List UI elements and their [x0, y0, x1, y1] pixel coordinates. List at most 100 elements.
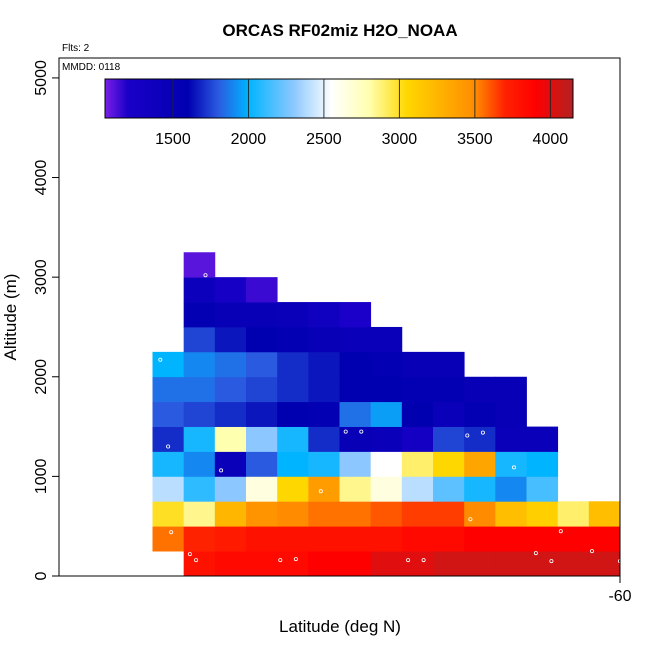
heatmap-cell: [152, 401, 185, 427]
sample-point: [203, 273, 208, 278]
heatmap-cell: [308, 376, 340, 403]
heatmap-cell: [152, 351, 185, 378]
heatmap-cell: [183, 351, 216, 378]
sample-point: [468, 517, 473, 522]
heatmap-cell: [183, 526, 216, 552]
heatmap-cell: [277, 401, 309, 427]
heatmap-cells: [152, 252, 621, 577]
heatmap-cell: [339, 326, 372, 353]
heatmap-cell: [495, 401, 527, 427]
heatmap-cell: [308, 401, 340, 427]
heatmap-cell: [370, 501, 403, 527]
sample-point: [166, 444, 171, 449]
heatmap-cell: [214, 501, 247, 527]
heatmap-cell: [370, 376, 403, 403]
sample-point: [421, 558, 426, 563]
heatmap-cell: [152, 476, 185, 502]
y-axis-label: Altitude (m): [1, 274, 20, 361]
heatmap-cell: [557, 501, 590, 527]
sample-point: [318, 489, 323, 494]
heatmap-cell: [433, 551, 465, 577]
heatmap-cell: [277, 501, 309, 527]
colorbar-bar: [104, 78, 574, 119]
sample-point: [512, 465, 517, 470]
heatmap-cell: [152, 426, 185, 452]
heatmap-cell: [433, 451, 465, 477]
heatmap-cell: [495, 551, 527, 577]
heatmap-cell: [526, 476, 559, 502]
heatmap-cell: [401, 401, 434, 427]
heatmap-cell: [214, 351, 247, 378]
heatmap-cell: [183, 302, 216, 328]
heatmap-cell: [401, 376, 434, 403]
heatmap-cell: [277, 476, 309, 502]
y-tick-label: 4000: [33, 160, 50, 196]
heatmap-cell: [308, 326, 340, 353]
heatmap-cell: [401, 426, 434, 452]
y-tick-label: 0: [33, 571, 50, 580]
heatmap-cell: [183, 501, 216, 527]
heatmap-cell: [308, 426, 340, 452]
heatmap-cell: [464, 401, 496, 427]
heatmap-cell: [339, 376, 372, 403]
heatmap-cell: [277, 351, 309, 378]
heatmap-cell: [588, 501, 621, 527]
heatmap-cell: [183, 277, 216, 303]
heatmap-cell: [370, 426, 403, 452]
heatmap-cell: [588, 526, 621, 552]
heatmap-cell: [246, 476, 278, 502]
heatmap-cell: [183, 252, 216, 278]
heatmap-cell: [183, 376, 216, 403]
heatmap-cell: [433, 351, 465, 378]
heatmap-cell: [339, 551, 372, 577]
y-tick-label: 3000: [33, 259, 50, 295]
heatmap-cell: [370, 451, 403, 477]
heatmap-cell: [526, 426, 559, 452]
heatmap-cell: [495, 501, 527, 527]
heatmap-cell: [152, 526, 185, 552]
colorbar-tick-label: 4000: [533, 131, 569, 148]
heatmap-cell: [214, 302, 247, 328]
date-note: MMDD: 0118: [62, 62, 121, 73]
heatmap-cell: [401, 501, 434, 527]
heatmap-cell: [495, 476, 527, 502]
colorbar-tick-label: 3500: [457, 131, 493, 148]
heatmap-cell: [339, 351, 372, 378]
heatmap-cell: [495, 451, 527, 477]
y-axis: 0 1000 2000 3000 4000 5000: [33, 60, 60, 580]
heatmap-cell: [495, 526, 527, 552]
heatmap-cell: [277, 426, 309, 452]
x-axis: -60: [608, 576, 632, 605]
heatmap-cell: [526, 551, 559, 577]
heatmap-cell: [246, 376, 278, 403]
heatmap-cell: [464, 426, 496, 452]
heatmap-cell: [339, 526, 372, 552]
heatmap-cell: [370, 551, 403, 577]
heatmap-cell: [495, 376, 527, 403]
flights-note: Flts: 2: [62, 43, 90, 54]
heatmap-cell: [308, 526, 340, 552]
heatmap-cell: [464, 476, 496, 502]
heatmap-cell: [339, 302, 372, 328]
chart-title: ORCAS RF02miz H2O_NOAA: [222, 21, 457, 40]
heatmap-cell: [339, 451, 372, 477]
sample-point: [406, 558, 411, 563]
colorbar-tick-label: 1500: [155, 131, 191, 148]
heatmap-cell: [464, 376, 496, 403]
heatmap-cell: [526, 526, 559, 552]
sample-point: [158, 357, 163, 362]
heatmap-cell: [308, 551, 340, 577]
heatmap-cell: [557, 526, 590, 552]
heatmap-cell: [277, 326, 309, 353]
heatmap-cell: [308, 451, 340, 477]
colorbar: 1500 2000 2500 3000 3500 4000: [104, 78, 574, 148]
sample-point: [187, 552, 192, 557]
sample-point: [558, 529, 563, 534]
sample-point: [480, 430, 485, 435]
heatmap-cell: [246, 451, 278, 477]
heatmap-cell: [214, 277, 247, 303]
heatmap-cell: [433, 426, 465, 452]
heatmap-cell: [214, 476, 247, 502]
heatmap-cell: [214, 526, 247, 552]
